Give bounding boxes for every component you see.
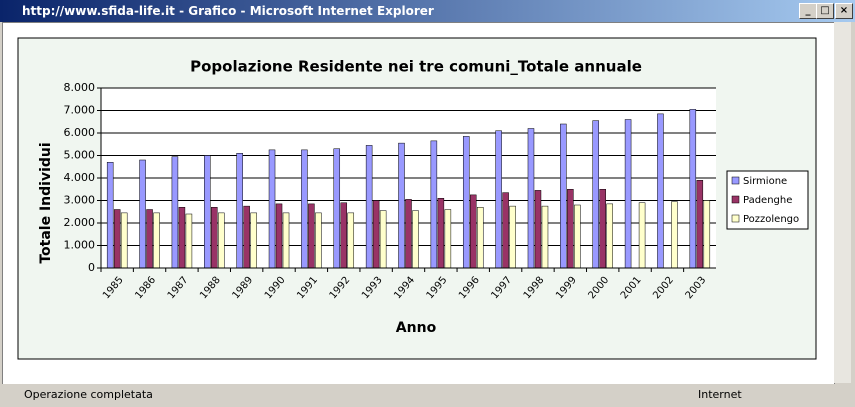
bar bbox=[534, 190, 542, 269]
y-tick-label: 2.000 bbox=[64, 216, 96, 229]
bar bbox=[437, 198, 445, 269]
y-tick-label: 3.000 bbox=[64, 194, 96, 207]
bar bbox=[541, 205, 549, 269]
bar bbox=[462, 136, 470, 269]
bar bbox=[624, 119, 632, 269]
bar bbox=[405, 199, 412, 269]
bar bbox=[430, 140, 438, 269]
bar bbox=[469, 194, 477, 269]
bar bbox=[379, 210, 387, 269]
bar bbox=[495, 130, 502, 269]
y-tick-label: 4.000 bbox=[64, 171, 96, 184]
chart-title: Popolazione Residente nei tre comuni_Tot… bbox=[190, 58, 642, 76]
bar bbox=[250, 212, 257, 269]
bar bbox=[365, 145, 373, 269]
y-tick-label: 8.000 bbox=[64, 81, 96, 94]
bar bbox=[696, 180, 704, 269]
x-axis-title: Anno bbox=[396, 320, 437, 336]
legend-swatch bbox=[731, 176, 740, 185]
bar bbox=[560, 123, 567, 269]
legend-swatch bbox=[731, 195, 740, 204]
legend-label: Sirmione bbox=[743, 176, 787, 187]
y-axis-title: Totale Individui bbox=[38, 142, 54, 263]
legend-label: Padenghe bbox=[743, 195, 792, 206]
bar bbox=[509, 205, 516, 269]
y-tick-label: 1.000 bbox=[64, 239, 96, 252]
bar bbox=[398, 142, 405, 269]
bar bbox=[185, 213, 193, 269]
bar bbox=[315, 212, 322, 269]
bar bbox=[502, 192, 509, 269]
y-tick-label: 6.000 bbox=[64, 126, 96, 139]
close-button[interactable]: × bbox=[835, 3, 853, 19]
y-tick-label: 0 bbox=[88, 261, 95, 274]
scrollbar[interactable] bbox=[834, 22, 851, 383]
bar bbox=[301, 149, 308, 269]
bar bbox=[211, 207, 218, 269]
y-tick-label: 5.000 bbox=[64, 149, 96, 162]
bar bbox=[139, 159, 146, 269]
chart: Popolazione Residente nei tre comuni_Tot… bbox=[17, 37, 817, 360]
window-title: http://www.sfida-life.it - Grafico - Mic… bbox=[22, 4, 434, 18]
zone-text: Internet bbox=[698, 388, 742, 401]
bar bbox=[120, 212, 128, 269]
bar bbox=[268, 149, 276, 269]
bar bbox=[178, 207, 186, 269]
bar bbox=[476, 207, 484, 269]
content: Popolazione Residente nei tre comuni_Tot… bbox=[2, 22, 835, 385]
status-text: Operazione completata bbox=[24, 388, 153, 401]
bar bbox=[638, 202, 646, 269]
bar bbox=[574, 204, 581, 269]
bar bbox=[146, 209, 153, 269]
bar bbox=[599, 189, 606, 269]
status-bar: Operazione completata Internet bbox=[0, 384, 855, 407]
bar bbox=[308, 203, 315, 269]
minimize-button[interactable]: _ bbox=[799, 3, 817, 19]
bar bbox=[592, 120, 599, 269]
bar bbox=[106, 162, 114, 269]
legend-label: Pozzolengo bbox=[743, 214, 799, 225]
bar bbox=[689, 109, 697, 269]
bar bbox=[567, 189, 574, 269]
bar bbox=[243, 205, 250, 269]
bar bbox=[671, 201, 678, 269]
bar bbox=[412, 210, 419, 269]
bar bbox=[372, 200, 380, 269]
bar bbox=[527, 128, 535, 269]
bar bbox=[703, 200, 711, 269]
legend-swatch bbox=[731, 214, 740, 223]
bar bbox=[282, 212, 290, 269]
bar bbox=[275, 203, 283, 269]
bar bbox=[171, 156, 179, 269]
bar bbox=[218, 212, 225, 269]
y-tick-label: 7.000 bbox=[64, 104, 96, 117]
bar bbox=[236, 153, 243, 269]
title-bar: http://www.sfida-life.it - Grafico - Mic… bbox=[0, 0, 855, 22]
bar bbox=[113, 209, 121, 269]
bar bbox=[606, 203, 613, 269]
bar bbox=[444, 209, 452, 269]
bar bbox=[153, 212, 160, 269]
legend-box bbox=[726, 170, 809, 230]
bar bbox=[204, 155, 211, 269]
maximize-button[interactable]: □ bbox=[816, 3, 834, 19]
bar bbox=[657, 113, 664, 269]
bar bbox=[333, 148, 341, 269]
bar bbox=[347, 212, 355, 269]
bar bbox=[340, 202, 348, 269]
